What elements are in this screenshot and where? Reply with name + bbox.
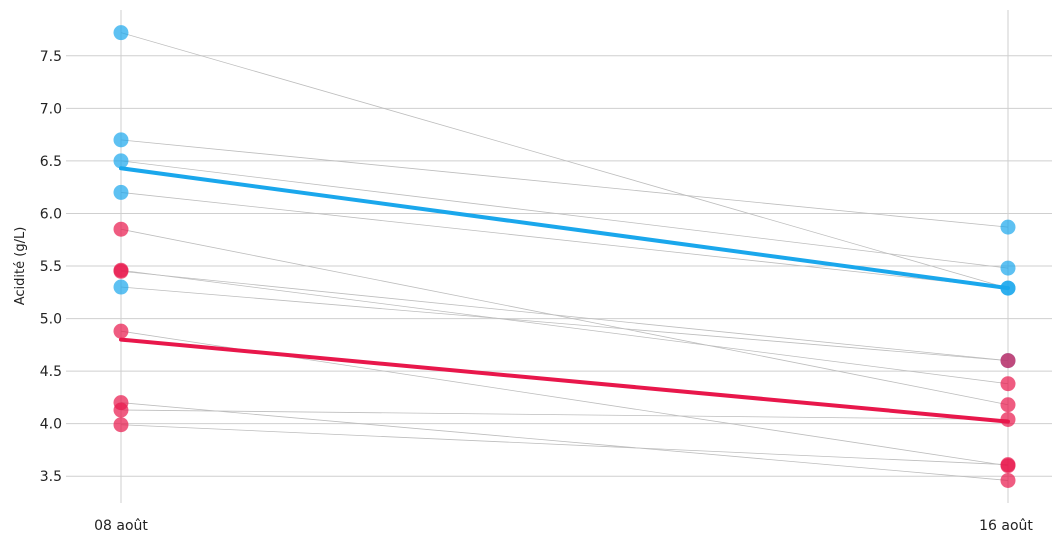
data-point-red <box>113 263 129 279</box>
y-tick-label: 7.5 <box>40 49 62 65</box>
average-line-red <box>119 337 1010 424</box>
x-tick-label: 16 août <box>979 518 1033 533</box>
y-tick-label: 4.0 <box>40 417 62 433</box>
y-tick-label: 6.0 <box>40 206 62 222</box>
data-point-red <box>113 417 129 433</box>
sample-connector-line <box>120 270 1009 362</box>
data-point-red <box>113 323 129 339</box>
y-tick-label: 5.0 <box>40 312 62 328</box>
sample-connectors <box>120 32 1009 481</box>
data-point-red <box>1000 472 1016 488</box>
sample-connector-line <box>120 402 1009 481</box>
average-line-blue <box>119 166 1010 291</box>
x-tick-label: 08 août <box>94 518 148 533</box>
data-point-red <box>1000 376 1016 392</box>
y-tick-label: 4.5 <box>40 364 62 380</box>
sample-connector-line <box>120 286 1009 362</box>
data-point-blue <box>1000 280 1016 296</box>
data-point-blue <box>113 132 129 148</box>
data-point-blue <box>113 25 129 41</box>
sample-connector-line <box>120 228 1009 406</box>
y-tick-label: 3.5 <box>40 469 62 485</box>
data-point-red <box>1000 397 1016 413</box>
data-point-blue <box>113 153 129 169</box>
data-point-red <box>1000 457 1016 473</box>
data-point-red <box>113 221 129 237</box>
data-point-red <box>1000 411 1016 427</box>
data-points <box>113 25 1016 488</box>
sample-connector-line <box>120 409 1009 420</box>
data-point-red <box>1000 353 1016 369</box>
y-axis-title: Acidité (g/L) <box>13 227 28 306</box>
sample-connector-line <box>120 192 1009 289</box>
y-tick-label: 7.0 <box>40 101 62 117</box>
y-tick-label: 6.5 <box>40 154 62 170</box>
sample-connector-line <box>120 424 1009 466</box>
axis-labels: 3.5 4.0 4.5 5.0 5.5 6.0 6.5 7.0 7.5 08 août 16 aoû… <box>40 49 1034 533</box>
data-point-blue <box>113 279 129 295</box>
sample-connector-line <box>120 32 1009 289</box>
y-tick-label: 5.5 <box>40 259 62 275</box>
data-point-blue <box>1000 260 1016 276</box>
average-lines <box>119 166 1010 424</box>
data-point-blue <box>113 184 129 200</box>
sample-connector-line <box>120 160 1009 269</box>
sample-connector-line <box>120 269 1009 385</box>
data-point-red <box>113 402 129 418</box>
data-point-blue <box>1000 219 1016 235</box>
sample-connector-line <box>120 139 1009 228</box>
